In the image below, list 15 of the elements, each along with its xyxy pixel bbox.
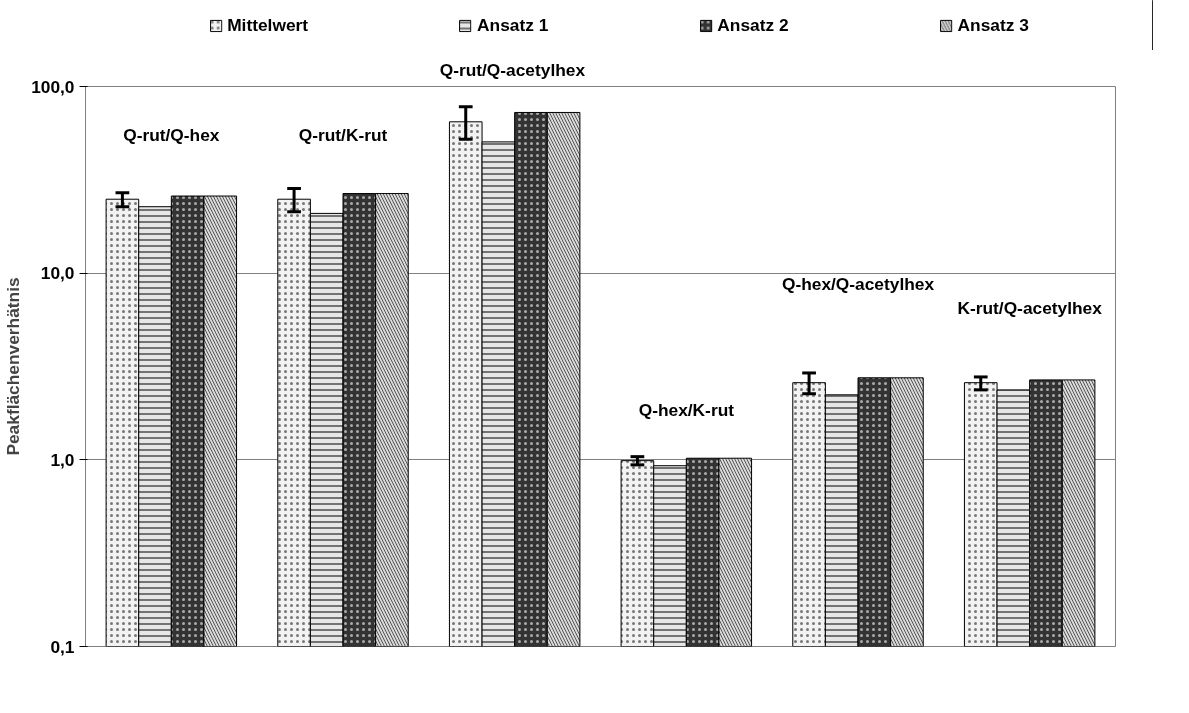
legend-label: Ansatz 3 xyxy=(957,14,1029,36)
annotation: Q-rut/Q-hex xyxy=(123,124,220,145)
annotation: K-rut/Q-acetylhex xyxy=(957,297,1103,318)
y-tick-label: 10,0 xyxy=(40,263,75,284)
annotation: Q-hex/Q-acetylhex xyxy=(781,273,935,294)
legend-label: Ansatz 2 xyxy=(717,14,789,36)
y-tick-label: 100,0 xyxy=(31,76,75,97)
text: Q-rut/Q-acetylhex xyxy=(439,59,586,80)
legend-label: Ansatz 1 xyxy=(477,14,549,36)
annotation: Q-rut/K-rut xyxy=(298,124,388,145)
y-tick-label: 0,1 xyxy=(50,636,75,657)
y-axis-title: Peakflächenverhätnis xyxy=(3,277,24,456)
annotation: Q-hex/K-rut xyxy=(638,399,735,420)
legend-label: Mittelwert xyxy=(227,14,309,36)
y-tick-label: 1,0 xyxy=(50,449,75,470)
